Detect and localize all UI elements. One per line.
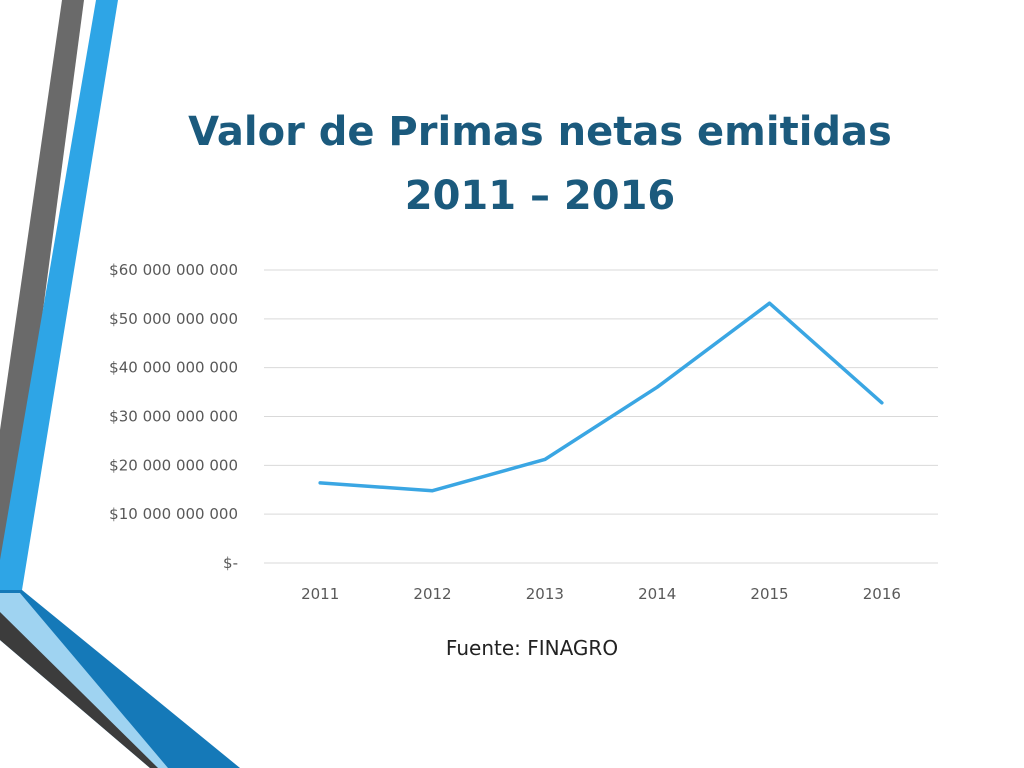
- grid-lines: [264, 269, 938, 564]
- y-tick-label: $10 000 000 000: [109, 505, 238, 523]
- y-tick-label: $-: [223, 554, 238, 572]
- y-tick-label: $20 000 000 000: [109, 456, 238, 474]
- series-layer: [318, 301, 884, 493]
- x-tick-label: 2011: [301, 585, 339, 603]
- decor-blue-stripe: [0, 0, 118, 590]
- y-tick-label: $60 000 000 000: [109, 261, 238, 279]
- x-tick-label: 2015: [750, 585, 788, 603]
- decor-dark-blue-band: [0, 590, 240, 768]
- series-line: [318, 301, 884, 493]
- decor-light-edge: [0, 593, 168, 768]
- y-axis-tick-labels: $- $10 000 000 000 $20 000 000 000 $30 000 …: [109, 261, 238, 572]
- y-tick-label: $40 000 000 000: [109, 359, 238, 377]
- decor-gray-stripe: [0, 0, 84, 570]
- y-tick-label: $50 000 000 000: [109, 310, 238, 328]
- title-line-1: Valor de Primas netas emitidas: [188, 109, 892, 155]
- slide-title: Valor de Primas netas emitidas 2011 – 20…: [130, 100, 950, 228]
- x-tick-label: 2016: [863, 585, 901, 603]
- y-tick-label: $30 000 000 000: [109, 408, 238, 426]
- x-tick-label: 2013: [526, 585, 564, 603]
- x-tick-label: 2012: [413, 585, 451, 603]
- x-axis-tick-labels: 2011 2012 2013 2014 2015 2016: [301, 585, 901, 603]
- x-tick-label: 2014: [638, 585, 676, 603]
- source-note: Fuente: FINAGRO: [445, 636, 619, 660]
- title-line-2: 2011 – 2016: [404, 173, 676, 219]
